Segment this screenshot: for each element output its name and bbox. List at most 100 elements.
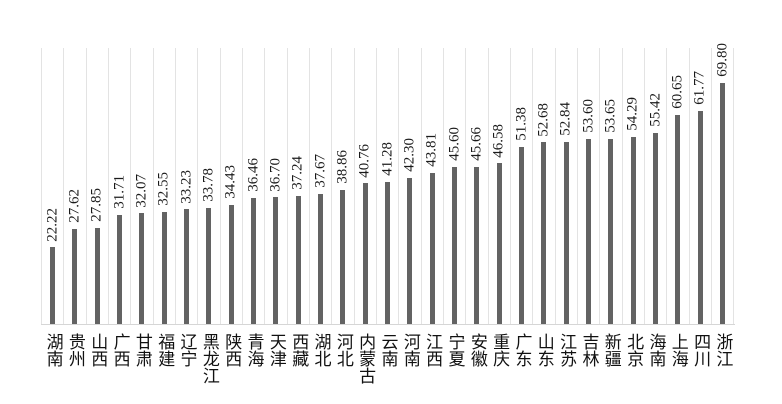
bar-value-label: 52.84 bbox=[557, 101, 574, 136]
chart-column: 22.22 湖南 bbox=[41, 48, 63, 367]
bar-value-label: 22.22 bbox=[44, 207, 61, 242]
chart-column: 46.58 重庆 bbox=[487, 48, 510, 367]
category-label: 江西 bbox=[423, 333, 443, 367]
category-label: 海南 bbox=[646, 333, 666, 367]
bar-value-label: 60.65 bbox=[669, 75, 686, 109]
bar-value-label: 45.60 bbox=[446, 126, 463, 161]
category-label: 湖南 bbox=[43, 333, 63, 367]
bar bbox=[184, 209, 190, 324]
x-axis-line bbox=[41, 324, 735, 325]
bar-value-label: 36.70 bbox=[267, 157, 284, 192]
category-label: 河北 bbox=[333, 333, 353, 367]
chart-column: 40.76 内蒙古 bbox=[353, 48, 376, 384]
chart-column: 34.43 陕西 bbox=[219, 48, 242, 367]
bar bbox=[496, 163, 502, 324]
bar bbox=[675, 114, 681, 324]
chart-column: 52.68 山东 bbox=[532, 48, 554, 367]
bar-value-label: 37.24 bbox=[289, 155, 306, 190]
bar-value-label: 40.76 bbox=[356, 143, 373, 178]
bar bbox=[251, 198, 257, 324]
bar bbox=[362, 183, 368, 324]
bar-value-label: 36.46 bbox=[245, 158, 262, 193]
bar-value-label: 27.62 bbox=[66, 188, 83, 223]
category-label: 安徽 bbox=[467, 333, 487, 367]
bar bbox=[50, 247, 56, 324]
bar-value-label: 42.30 bbox=[401, 138, 418, 173]
chart-column: 53.65 新疆 bbox=[599, 48, 621, 367]
category-label: 广西 bbox=[110, 333, 130, 367]
bar-value-label: 32.07 bbox=[133, 173, 150, 208]
category-label: 河南 bbox=[400, 333, 420, 367]
chart-column: 36.70 天津 bbox=[264, 48, 286, 367]
chart-column: 51.38 广东 bbox=[509, 48, 532, 367]
plot-area: 22.22 湖南 27.62 贵州 27.85 山西 31.71 广西 32.07 甘肃 32.55… bbox=[41, 43, 735, 384]
bar-value-label: 32.55 bbox=[155, 171, 172, 206]
bar bbox=[541, 142, 547, 324]
category-label: 贵州 bbox=[65, 333, 85, 367]
category-label: 青海 bbox=[244, 333, 264, 367]
bar bbox=[519, 146, 525, 324]
bar-value-label: 45.66 bbox=[468, 126, 485, 161]
bar-value-label: 33.23 bbox=[178, 169, 195, 204]
chart-column: 32.07 甘肃 bbox=[130, 48, 152, 367]
chart-column: 53.60 吉林 bbox=[576, 48, 599, 367]
chart-column: 45.66 安徽 bbox=[465, 48, 487, 367]
category-label: 天津 bbox=[266, 333, 286, 367]
bar bbox=[295, 195, 301, 324]
bar bbox=[653, 132, 659, 324]
chart-column: 31.71 广西 bbox=[107, 48, 130, 367]
category-label: 北京 bbox=[624, 333, 644, 367]
bar bbox=[117, 214, 123, 324]
bar-value-label: 55.42 bbox=[647, 93, 664, 127]
bar bbox=[452, 166, 458, 324]
chart-column: 60.65 上海 bbox=[666, 48, 688, 367]
category-label: 四川 bbox=[691, 333, 711, 367]
bar bbox=[340, 189, 346, 324]
chart-column: 61.77 四川 bbox=[688, 48, 711, 367]
bar-value-label: 54.29 bbox=[624, 96, 641, 131]
category-label: 江苏 bbox=[557, 333, 577, 367]
bar bbox=[474, 166, 480, 324]
chart-column: 32.55 福建 bbox=[152, 48, 175, 367]
chart-column: 54.29 北京 bbox=[621, 48, 644, 367]
category-label: 重庆 bbox=[490, 333, 510, 367]
category-label: 陕西 bbox=[222, 333, 242, 367]
bar-value-label: 27.85 bbox=[88, 188, 105, 222]
bar bbox=[318, 194, 324, 324]
category-label: 甘肃 bbox=[132, 333, 152, 367]
chart-column: 55.42 海南 bbox=[643, 48, 666, 367]
bar-value-label: 53.60 bbox=[580, 99, 597, 134]
category-label: 湖北 bbox=[311, 333, 331, 367]
bar-value-label: 41.28 bbox=[379, 141, 396, 176]
chart-column: 41.28 云南 bbox=[375, 48, 398, 367]
chart-column: 33.23 辽宁 bbox=[174, 48, 197, 367]
bar bbox=[586, 139, 592, 324]
bar bbox=[385, 181, 391, 324]
chart-column: 27.85 山西 bbox=[85, 48, 108, 367]
chart-column: 42.30 河南 bbox=[398, 48, 420, 367]
category-label: 黑龙江 bbox=[199, 333, 219, 384]
bar bbox=[94, 227, 100, 324]
bar bbox=[407, 178, 413, 324]
category-label: 云南 bbox=[378, 333, 398, 367]
category-label: 宁夏 bbox=[445, 333, 465, 367]
category-label: 山西 bbox=[88, 333, 108, 367]
bar-value-label: 46.58 bbox=[490, 123, 507, 158]
chart-column: 52.84 江苏 bbox=[554, 48, 577, 367]
chart-column: 38.86 河北 bbox=[331, 48, 353, 367]
category-label: 山东 bbox=[534, 333, 554, 367]
bar bbox=[720, 83, 725, 324]
bar-value-label: 37.67 bbox=[312, 154, 329, 188]
category-label: 吉林 bbox=[579, 333, 599, 367]
bar bbox=[563, 141, 569, 324]
chart-column: 69.80 浙江 bbox=[710, 43, 735, 367]
category-label: 新疆 bbox=[601, 333, 621, 367]
chart-column: 43.81 江西 bbox=[420, 48, 443, 367]
chart-column: 45.60 宁夏 bbox=[442, 48, 465, 367]
bar bbox=[429, 172, 435, 324]
bar bbox=[697, 110, 703, 324]
bar-value-label: 51.38 bbox=[513, 106, 530, 141]
bar-value-label: 61.77 bbox=[691, 71, 708, 105]
chart-column: 33.78 黑龙江 bbox=[197, 48, 219, 384]
bar bbox=[161, 211, 167, 324]
